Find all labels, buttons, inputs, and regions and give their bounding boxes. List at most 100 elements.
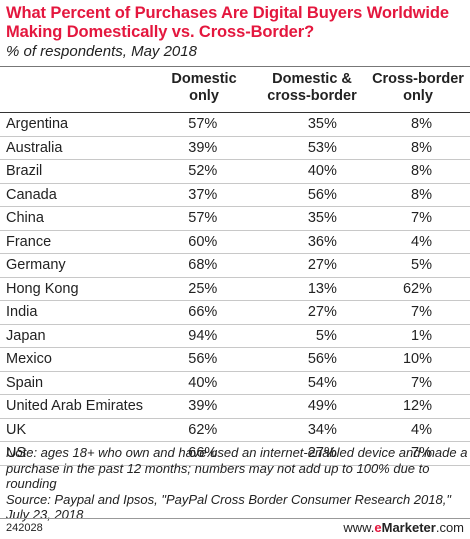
spacer-cell [336, 371, 403, 395]
domestic-cross-border-cell: 35% [280, 112, 337, 137]
chart-title: What Percent of Purchases Are Digital Bu… [6, 4, 449, 41]
domestic-cross-border-cell: 35% [280, 206, 337, 231]
table-row: Germany 68% 27% 5% [0, 253, 470, 278]
brand-logo: www.eMarketer.com [343, 520, 464, 535]
domestic-cross-border-cell: 40% [280, 159, 337, 184]
domestic-only-cell: 39% [155, 136, 218, 160]
domestic-cross-border-cell: 54% [280, 371, 337, 395]
domestic-only-cell: 60% [155, 230, 218, 254]
table-row: United Arab Emirates 39% 49% 12% [0, 394, 470, 419]
spacer-cell [336, 112, 403, 137]
spacer-cell [336, 277, 403, 301]
spacer-cell [217, 230, 281, 254]
brand-prefix: www. [343, 520, 375, 535]
spacer-cell [336, 324, 403, 348]
table-row: Australia 39% 53% 8% [0, 136, 470, 160]
country-cell: Brazil [0, 159, 156, 184]
table-row: Hong Kong 25% 13% 62% [0, 277, 470, 301]
cross-border-only-cell: 62% [402, 277, 470, 301]
cross-border-only-cell: 5% [402, 253, 470, 278]
cross-border-only-cell: 10% [402, 347, 470, 372]
domestic-only-cell: 57% [155, 206, 218, 231]
domestic-only-cell: 66% [155, 300, 218, 325]
domestic-cross-border-cell: 27% [280, 253, 337, 278]
table-row: UK 62% 34% 4% [0, 418, 470, 442]
cross-border-only-cell: 8% [402, 159, 470, 184]
chart-id: 242028 [6, 522, 43, 534]
spacer-cell [217, 136, 281, 160]
column-header-cross-line1: Cross-border [372, 71, 464, 87]
country-cell: Germany [0, 253, 156, 278]
cross-border-only-cell: 12% [402, 394, 470, 419]
cross-border-only-cell: 8% [402, 136, 470, 160]
domestic-only-cell: 94% [155, 324, 218, 348]
column-header-domestic-cross-border: Domestic & cross-border [253, 71, 371, 105]
spacer-cell [336, 253, 403, 278]
table-row: Japan 94% 5% 1% [0, 324, 470, 348]
country-cell: Argentina [0, 112, 156, 137]
table-row: Spain 40% 54% 7% [0, 371, 470, 395]
country-cell: Spain [0, 371, 156, 395]
table-row: Brazil 52% 40% 8% [0, 159, 470, 184]
domestic-only-cell: 25% [155, 277, 218, 301]
domestic-only-cell: 39% [155, 394, 218, 419]
domestic-cross-border-cell: 13% [280, 277, 337, 301]
cross-border-only-cell: 8% [402, 112, 470, 137]
domestic-cross-border-cell: 27% [280, 300, 337, 325]
spacer-cell [217, 253, 281, 278]
country-cell: Australia [0, 136, 156, 160]
domestic-only-cell: 57% [155, 112, 218, 137]
domestic-cross-border-cell: 36% [280, 230, 337, 254]
cross-border-only-cell: 7% [402, 206, 470, 231]
brand-suffix: .com [435, 520, 464, 535]
spacer-cell [217, 394, 281, 419]
spacer-cell [217, 300, 281, 325]
cross-border-only-cell: 7% [402, 441, 470, 466]
cross-border-only-cell: 7% [402, 371, 470, 395]
spacer-cell [217, 159, 281, 184]
table-row: India 66% 27% 7% [0, 300, 470, 325]
spacer-cell [336, 230, 403, 254]
table-row: China 57% 35% 7% [0, 206, 470, 231]
cross-border-only-cell: 1% [402, 324, 470, 348]
spacer-cell [217, 206, 281, 231]
country-cell: Mexico [0, 347, 156, 372]
column-header-cross-border: Cross-border only [366, 71, 470, 105]
column-header-domestic-line2: only [189, 88, 219, 104]
domestic-only-cell: 62% [155, 418, 218, 442]
country-cell: United Arab Emirates [0, 394, 156, 419]
table-row: Canada 37% 56% 8% [0, 183, 470, 207]
domestic-only-cell: 66% [155, 441, 218, 466]
column-header-domestic-line1: Domestic [171, 71, 237, 87]
spacer-cell [336, 347, 403, 372]
cross-border-only-cell: 8% [402, 183, 470, 207]
table-row: US 66% 27% 7% [0, 441, 470, 466]
spacer-cell [217, 418, 281, 442]
country-cell: Japan [0, 324, 156, 348]
brand-e: e [374, 520, 382, 535]
column-header-both-line2: cross-border [267, 88, 357, 104]
spacer-cell [336, 441, 403, 466]
country-cell: France [0, 230, 156, 254]
domestic-cross-border-cell: 34% [280, 418, 337, 442]
notes: Note: ages 18+ who own and have used an … [6, 445, 468, 523]
spacer-cell [217, 324, 281, 348]
country-cell: US [0, 441, 156, 466]
table-row: Mexico 56% 56% 10% [0, 347, 470, 372]
brand-name: Marketer [381, 520, 436, 535]
spacer-cell [336, 183, 403, 207]
domestic-cross-border-cell: 53% [280, 136, 337, 160]
country-cell: China [0, 206, 156, 231]
footer-rule [0, 518, 470, 519]
domestic-cross-border-cell: 49% [280, 394, 337, 419]
column-header-cross-line2: only [403, 88, 433, 104]
header-rule [0, 66, 470, 67]
domestic-cross-border-cell: 5% [280, 324, 337, 348]
column-header-domestic: Domestic only [152, 71, 256, 105]
spacer-cell [336, 159, 403, 184]
chart-subtitle: % of respondents, May 2018 [6, 43, 197, 60]
spacer-cell [336, 136, 403, 160]
domestic-only-cell: 40% [155, 371, 218, 395]
table-row: Argentina 57% 35% 8% [0, 112, 470, 137]
